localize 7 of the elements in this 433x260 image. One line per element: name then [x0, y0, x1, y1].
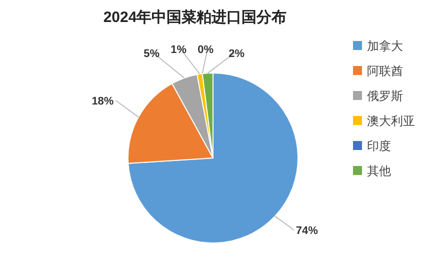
legend-label: 阿联酋 [367, 64, 403, 78]
legend-label: 其他 [367, 164, 391, 178]
legend-label: 印度 [367, 139, 391, 153]
legend-label: 俄罗斯 [367, 89, 403, 103]
legend-label: 加拿大 [367, 39, 403, 53]
chart-title: 2024年中国菜粕进口国分布 [103, 9, 287, 26]
legend-label: 澳大利亚 [367, 114, 415, 128]
